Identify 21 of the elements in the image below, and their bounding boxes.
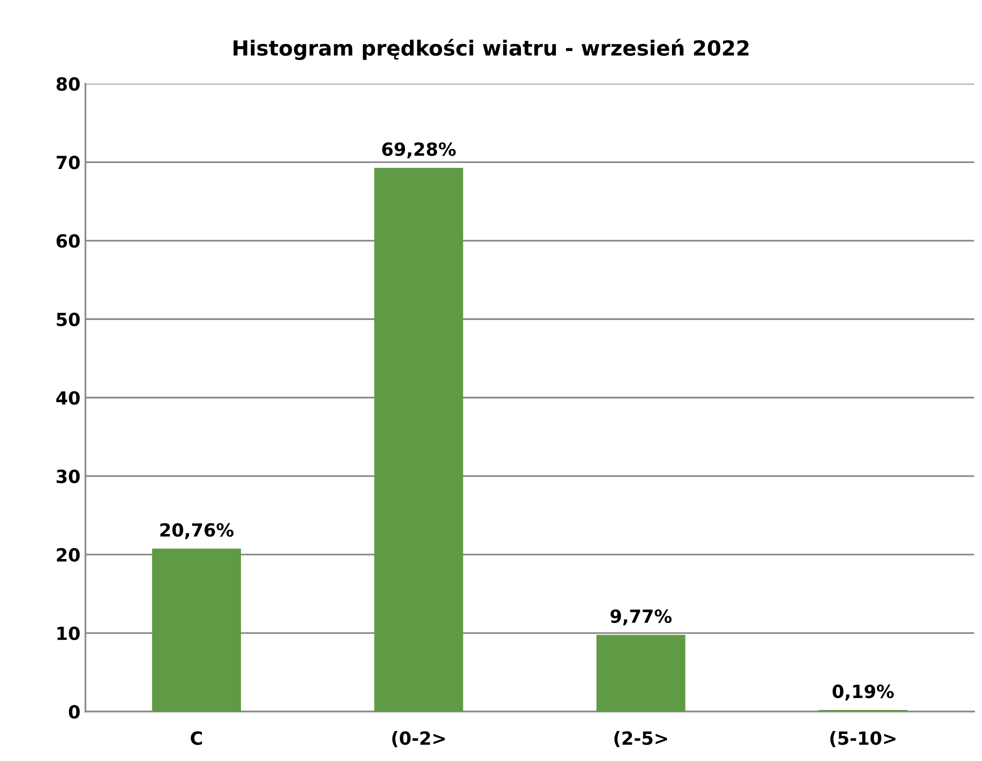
y-tick-label: 60 — [56, 234, 80, 248]
bar — [374, 168, 464, 712]
x-tick-label: C — [190, 731, 202, 745]
data-label: 20,76% — [160, 523, 234, 540]
y-tick-label: 70 — [56, 156, 80, 170]
bar — [596, 634, 686, 712]
y-tick-label: 40 — [56, 391, 80, 405]
data-label: 69,28% — [382, 142, 456, 158]
y-tick-label: 30 — [56, 470, 80, 484]
y-tick-label: 10 — [57, 626, 80, 640]
y-tick-label: 20 — [56, 548, 80, 562]
chart-title: Histogram prędkości wiatru - wrzesień 2022 — [234, 38, 749, 60]
data-label: 9,77% — [610, 609, 672, 626]
data-label: 0,19% — [832, 684, 894, 701]
x-tick-label: (2-5> — [614, 731, 667, 748]
y-tick-label: 0 — [68, 704, 80, 719]
bar — [152, 548, 241, 712]
y-tick-label: 50 — [56, 312, 80, 326]
y-tick-label: 80 — [56, 77, 80, 91]
x-tick-label: (0-2> — [392, 731, 445, 748]
x-tick-label: (5-10> — [830, 731, 896, 748]
